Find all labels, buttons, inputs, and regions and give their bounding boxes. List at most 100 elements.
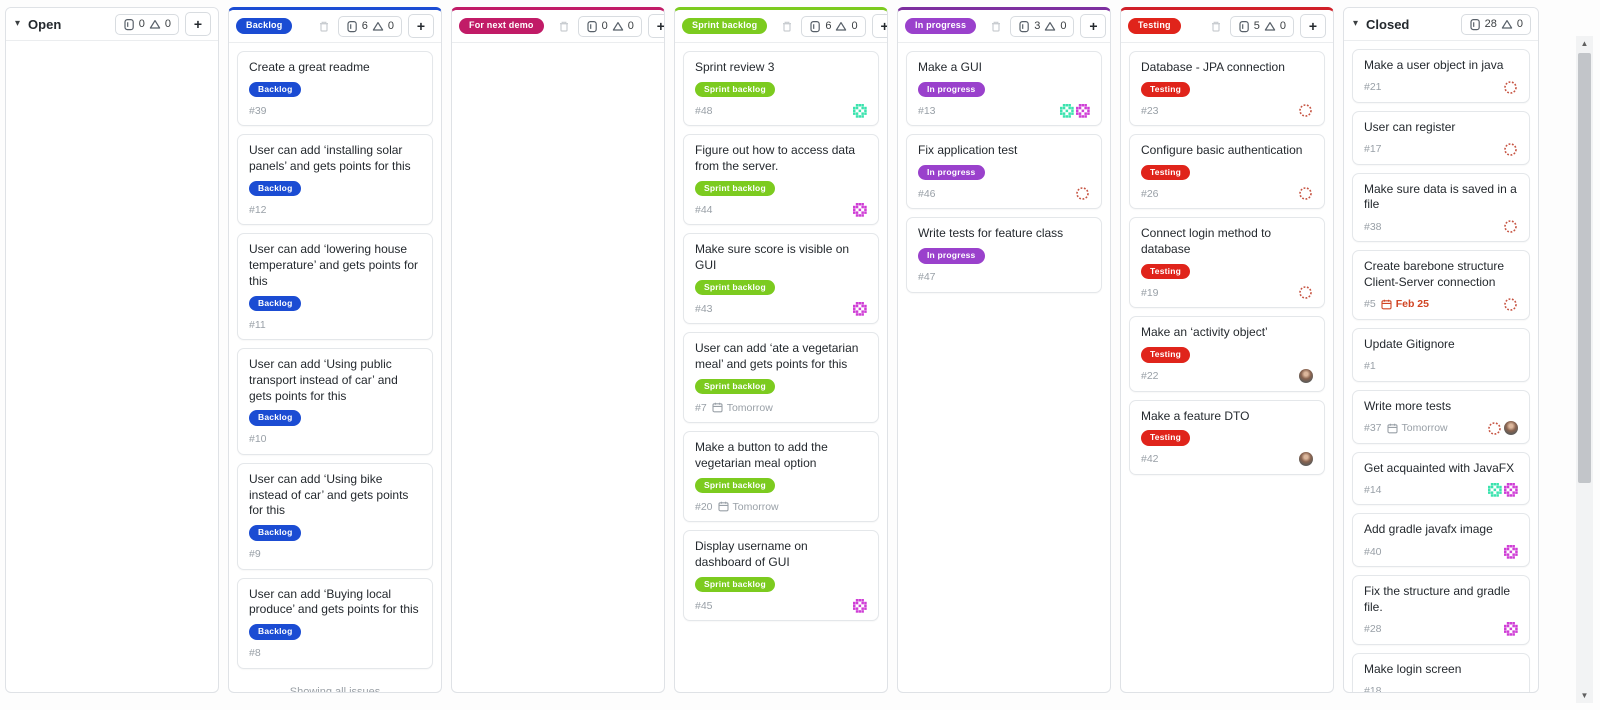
card[interactable]: Database - JPA connection Testing #23 xyxy=(1129,51,1325,127)
card[interactable]: Sprint review 3 Sprint backlog #48 xyxy=(683,51,879,127)
cards-count-icon xyxy=(124,18,134,30)
card[interactable]: Configure basic authentication Testing #26 xyxy=(1129,134,1325,210)
column-body: Make a GUI In progress #13 Fix application … xyxy=(898,43,1110,692)
column-body xyxy=(452,43,664,692)
card[interactable]: Make an ‘activity object’ Testing #22 xyxy=(1129,316,1325,392)
card-label-pill: In progress xyxy=(918,81,985,98)
cards-count-icon xyxy=(1470,18,1480,30)
alerts-count: 0 xyxy=(1516,18,1523,30)
card-title: Make login screen xyxy=(1364,661,1462,676)
card-title: Make a button to add the vegetarian meal… xyxy=(695,440,828,470)
card-avatars xyxy=(1298,103,1313,118)
calendar-icon xyxy=(1381,299,1392,310)
add-card-button[interactable]: + xyxy=(871,14,887,38)
issue-number: #10 xyxy=(249,433,267,446)
delete-column-button[interactable] xyxy=(779,20,795,33)
cards-count: 0 xyxy=(601,20,608,32)
alert-count-icon xyxy=(1501,20,1513,29)
card[interactable]: User can add ‘ate a vegetarian meal’ and… xyxy=(683,332,879,424)
alerts-count: 0 xyxy=(851,20,858,32)
card[interactable]: Make a feature DTO Testing #42 xyxy=(1129,399,1325,475)
add-card-button[interactable]: + xyxy=(647,14,664,38)
collapse-column-icon[interactable]: ▾ xyxy=(15,18,21,29)
card-meta: #45 xyxy=(695,598,867,613)
scrollbar-thumb[interactable] xyxy=(1578,53,1591,483)
card[interactable]: Make login screen #18 xyxy=(1352,652,1530,692)
card[interactable]: Get acquainted with JavaFX #14 xyxy=(1352,451,1530,506)
card[interactable]: User can add ‘lowering house temperature… xyxy=(237,233,433,340)
card-meta: #46 xyxy=(918,186,1090,201)
card-meta: #5 Feb 25 xyxy=(1364,297,1518,312)
card-title: Fix the structure and gradle file. xyxy=(1364,584,1511,615)
issue-number: #45 xyxy=(695,599,713,612)
due-date-text: Tomorrow xyxy=(1401,422,1448,435)
due-date: Tomorrow xyxy=(717,501,779,513)
card[interactable]: Add gradle javafx image #40 xyxy=(1352,513,1530,568)
trash-icon xyxy=(319,21,328,32)
card-meta: #39 xyxy=(249,103,421,118)
card-meta: #19 xyxy=(1141,285,1313,300)
card[interactable]: Make a button to add the vegetarian meal… xyxy=(683,431,879,523)
issue-number: #7 xyxy=(695,401,707,414)
card[interactable]: User can add ‘installing solar panels’ a… xyxy=(237,134,433,226)
column-title: Open xyxy=(28,16,62,32)
card[interactable]: Make a user object in java #21 xyxy=(1352,49,1530,103)
column-label-pill: For next demo xyxy=(459,18,544,34)
issue-number: #20 xyxy=(695,500,713,513)
card[interactable]: Create a great readme Backlog #39 xyxy=(237,51,433,127)
card[interactable]: Figure out how to access data from the s… xyxy=(683,134,879,226)
card[interactable]: Fix the structure and gradle file. #28 xyxy=(1352,575,1530,645)
card-avatars xyxy=(1504,622,1518,637)
delete-column-button[interactable] xyxy=(556,20,572,33)
card[interactable]: Display username on dashboard of GUI Spri… xyxy=(683,530,879,622)
card[interactable]: User can register #17 xyxy=(1352,110,1530,165)
add-card-button[interactable]: + xyxy=(1080,14,1107,38)
card[interactable]: User can add ‘Buying local produce’ and … xyxy=(237,577,433,669)
card-label-pill: Sprint backlog xyxy=(695,477,775,494)
collapse-column-icon[interactable]: ▾ xyxy=(1353,18,1359,29)
card[interactable]: Update Gitignore #1 xyxy=(1352,327,1530,382)
scroll-down-icon[interactable]: ▼ xyxy=(1576,688,1593,703)
card-meta: #38 xyxy=(1364,219,1518,234)
card[interactable]: Write tests for feature class In progress… xyxy=(906,217,1102,293)
vertical-scrollbar[interactable]: ▲ ▼ xyxy=(1576,36,1593,703)
card[interactable]: Make a GUI In progress #13 xyxy=(906,51,1102,127)
card[interactable]: Make sure data is saved in a file #38 xyxy=(1352,172,1530,243)
card-avatars xyxy=(1298,186,1313,201)
add-card-button[interactable]: + xyxy=(408,14,434,38)
due-date: Feb 25 xyxy=(1381,298,1429,310)
trash-icon xyxy=(1211,21,1220,32)
card[interactable]: Make sure score is visible on GUI Sprint … xyxy=(683,233,879,325)
delete-column-button[interactable] xyxy=(316,20,332,33)
add-card-button[interactable]: + xyxy=(1300,14,1326,38)
ring-avatar xyxy=(1488,421,1501,435)
issue-number: #46 xyxy=(918,187,936,200)
card-title: Display username on dashboard of GUI xyxy=(695,539,808,569)
column-body: Make a user object in java #21 User can re… xyxy=(1344,41,1538,692)
card[interactable]: Connect login method to database Testing #… xyxy=(1129,217,1325,309)
card[interactable]: Fix application test In progress #46 xyxy=(906,134,1102,210)
ring-avatar xyxy=(1504,142,1517,156)
alert-count-icon xyxy=(836,22,847,31)
card-title: Fix application test xyxy=(918,143,1018,158)
card-avatars xyxy=(1487,421,1518,436)
card-label-pill: Backlog xyxy=(249,410,302,426)
card[interactable]: Write more tests #37 Tomorrow xyxy=(1352,389,1530,444)
issue-number: #23 xyxy=(1141,104,1159,117)
card-title: Make a feature DTO xyxy=(1141,408,1250,423)
card-title: Make an ‘activity object’ xyxy=(1141,325,1268,340)
card-avatars xyxy=(1503,80,1518,95)
card[interactable]: Create barebone structure Client-Server … xyxy=(1352,250,1530,320)
card[interactable]: User can add ‘Using public transport ins… xyxy=(237,348,433,455)
trash-icon xyxy=(992,21,1001,32)
card-meta: #48 xyxy=(695,103,867,118)
add-card-button[interactable]: + xyxy=(185,12,211,36)
ring-avatar xyxy=(1076,187,1089,201)
column-header: ▾ Open 0 0 + xyxy=(6,8,218,41)
delete-column-button[interactable] xyxy=(988,20,1004,33)
card-title: User can add ‘Buying local produce’ and … xyxy=(249,586,419,617)
card[interactable]: User can add ‘Using bike instead of car’… xyxy=(237,462,433,570)
delete-column-button[interactable] xyxy=(1208,20,1224,33)
column-body: Create a great readme Backlog #39 User can … xyxy=(229,43,441,692)
scroll-up-icon[interactable]: ▲ xyxy=(1576,36,1593,51)
